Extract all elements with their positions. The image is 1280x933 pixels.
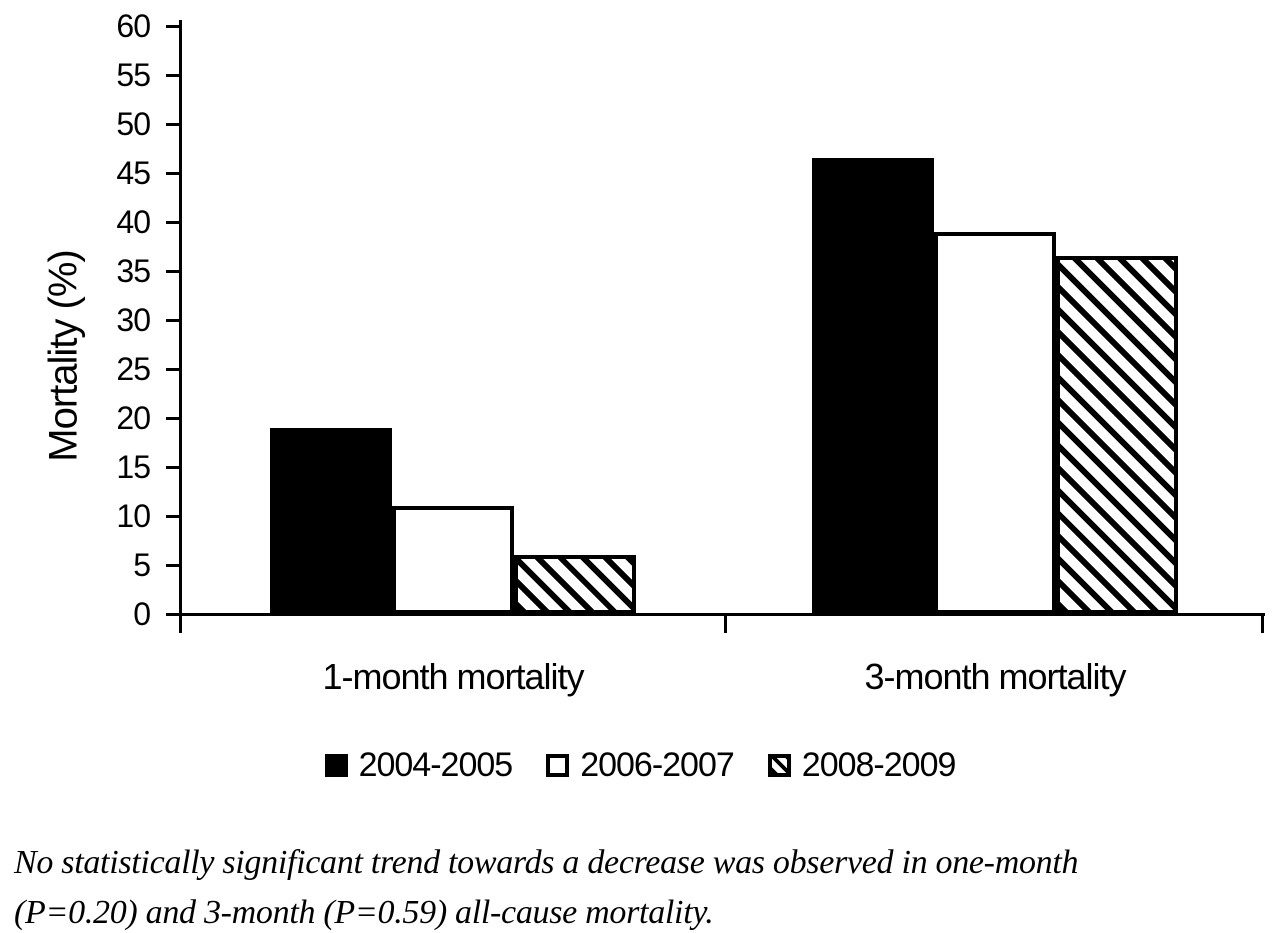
y-axis-tick-label: 40 bbox=[116, 204, 151, 240]
y-axis-tick bbox=[166, 73, 180, 77]
bar-2006-2007-1-month mortality bbox=[392, 506, 514, 614]
y-axis-tick bbox=[166, 612, 180, 616]
legend-label: 2006-2007 bbox=[580, 745, 735, 784]
y-axis-tick bbox=[166, 220, 180, 224]
legend-item-2006-2007: 2006-2007 bbox=[546, 745, 735, 785]
category-label-3-month: 3-month mortality bbox=[864, 656, 1126, 697]
y-axis-tick-label: 5 bbox=[133, 547, 151, 583]
bar-2008-2009-1-month mortality bbox=[514, 555, 636, 614]
y-axis-tick-label: 35 bbox=[116, 253, 151, 289]
y-axis-tick bbox=[166, 416, 180, 420]
legend-label: 2008-2009 bbox=[801, 745, 957, 784]
bar-2008-2009-3-month mortality bbox=[1056, 256, 1178, 614]
figure-caption: No statistically significant trend towar… bbox=[14, 838, 1254, 933]
category-label-1-month: 1-month mortality bbox=[322, 656, 584, 697]
legend-item-2008-2009: 2008-2009 bbox=[767, 745, 957, 785]
y-axis-tick bbox=[166, 171, 180, 175]
y-axis-tick-label: 10 bbox=[116, 498, 151, 534]
y-axis-tick-label: 20 bbox=[116, 400, 151, 436]
x-axis-tick-mid bbox=[724, 613, 727, 633]
y-axis-tick-label: 30 bbox=[116, 302, 151, 338]
y-axis-tick-label: 50 bbox=[116, 106, 151, 142]
y-axis-tick-label: 25 bbox=[116, 351, 151, 387]
y-axis-line bbox=[179, 20, 182, 633]
caption-line-2: (P=0.20) and 3-month (P=0.59) all-cause … bbox=[14, 894, 714, 931]
legend-item-2004-2005: 2004-2005 bbox=[324, 745, 514, 785]
x-axis-tick-right bbox=[1261, 613, 1264, 633]
y-axis-tick-label: 60 bbox=[116, 8, 151, 44]
y-axis-tick-label: 45 bbox=[116, 155, 151, 191]
legend-label: 2004-2005 bbox=[358, 745, 514, 784]
y-axis-tick-label: 55 bbox=[116, 57, 151, 93]
y-axis-tick bbox=[166, 514, 180, 518]
y-axis-tick bbox=[166, 367, 180, 371]
y-axis-tick bbox=[166, 24, 180, 28]
legend-swatch-white-outline-icon bbox=[546, 753, 570, 777]
legend-swatch-solid-black-icon bbox=[324, 753, 348, 777]
y-axis-tick bbox=[166, 318, 180, 322]
bar-2004-2005-3-month mortality bbox=[812, 158, 934, 614]
legend: 2004-2005 2006-2007 2008-2009 bbox=[0, 742, 1280, 788]
y-axis-tick bbox=[166, 269, 180, 273]
y-axis-tick-label: 0 bbox=[133, 596, 151, 632]
y-axis-tick bbox=[166, 465, 180, 469]
y-axis-tick bbox=[166, 563, 180, 567]
bar-2006-2007-3-month mortality bbox=[934, 232, 1056, 614]
bar-2004-2005-1-month mortality bbox=[270, 428, 392, 614]
legend-swatch-diagonal-hatch-icon bbox=[767, 753, 791, 777]
y-axis-title: Mortality (%) bbox=[41, 250, 86, 462]
caption-line-1: No statistically significant trend towar… bbox=[14, 844, 1079, 881]
x-axis-line bbox=[179, 613, 1265, 616]
y-axis-tick-label: 15 bbox=[116, 449, 151, 485]
y-axis-tick bbox=[166, 122, 180, 126]
